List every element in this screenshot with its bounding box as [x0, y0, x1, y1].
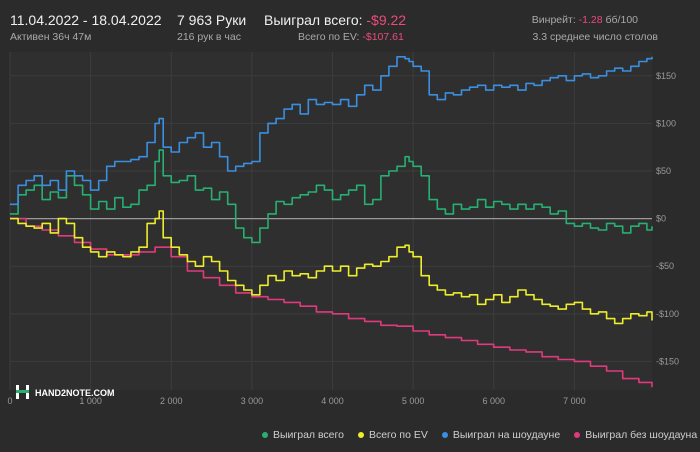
y-tick-label: $0 [656, 214, 666, 224]
legend-blue-dot-icon [441, 432, 448, 438]
won-total: Выиграл всего: -$9.22 [264, 12, 406, 28]
y-tick-label: $100 [656, 118, 676, 128]
y-axis-ticks: $150 $100 $50 $0 -$50 -$100 -$150 [656, 71, 679, 367]
won-total-label: Выиграл всего: [264, 12, 363, 28]
x-tick-label: 2 000 [160, 396, 183, 406]
legend-item-showdown[interactable]: Выиграл на шоудауне [441, 429, 561, 441]
x-tick-label: 1 000 [79, 396, 102, 406]
watermark-logo-crossbar [16, 390, 29, 393]
x-tick-label: 4 000 [321, 396, 344, 406]
x-axis-ticks: 0 1 000 2 000 3 000 4 000 5 000 6 000 7 000 [7, 396, 585, 406]
y-tick-label: -$150 [656, 356, 679, 366]
legend-yellow-dot-icon [357, 432, 364, 438]
series-line-3 [10, 217, 653, 388]
y-tick-label: $150 [656, 71, 676, 81]
winrate-value: -1.28 [578, 14, 603, 26]
winrate-label: Винрейт: [531, 14, 576, 26]
series-lines [10, 56, 653, 388]
ev-total-label: Всего по EV: [298, 31, 360, 43]
series-line-2 [10, 56, 653, 206]
x-tick-label: 7 000 [563, 396, 586, 406]
winrate: Винрейт: -1.28 бб/100 [532, 14, 638, 26]
legend-item-non-showdown[interactable]: Выиграл без шоудауна [574, 429, 697, 441]
x-tick-label: 6 000 [482, 396, 505, 406]
legend-label: Всего по EV [368, 429, 428, 441]
active-time: Активен 36ч 47м [10, 31, 92, 43]
series-line-1 [10, 210, 653, 325]
hands-count: 7 963 Руки [177, 12, 247, 28]
chart-legend: Выиграл всего Всего по EV Выиграл на шоу… [262, 429, 697, 441]
legend-pink-dot-icon [574, 432, 581, 438]
x-tick-label: 3 000 [241, 396, 264, 406]
x-tick-label: 5 000 [402, 396, 425, 406]
legend-item-ev-total[interactable]: Всего по EV [357, 429, 428, 441]
won-total-value: -$9.22 [366, 12, 407, 28]
watermark-text: HAND2NOTE.COM [35, 388, 115, 398]
legend-item-won-total[interactable]: Выиграл всего [262, 429, 344, 441]
ev-total-value: -$107.61 [362, 31, 404, 43]
y-tick-label: $50 [656, 166, 671, 176]
legend-label: Выиграл на шоудауне [452, 429, 561, 441]
y-tick-label: -$50 [656, 261, 674, 271]
x-tick-label: 0 [7, 396, 12, 406]
date-range: 11.04.2022 - 18.04.2022 [10, 12, 162, 28]
legend-label: Выиграл без шоудауна [585, 429, 698, 441]
series-line-0 [10, 149, 653, 244]
watermark: HAND2NOTE.COM [16, 385, 115, 399]
ev-total: Всего по EV: -$107.61 [298, 31, 404, 43]
avg-tables: 3.3 среднее число столов [532, 31, 658, 43]
plot-area [10, 52, 652, 390]
legend-green-dot-icon [262, 432, 268, 438]
legend-label: Выиграл всего [273, 429, 344, 441]
grid [9, 52, 652, 390]
winrate-unit: бб/100 [605, 14, 638, 26]
y-tick-label: -$100 [656, 309, 679, 319]
hands-per-hour: 216 рук в час [177, 31, 241, 43]
